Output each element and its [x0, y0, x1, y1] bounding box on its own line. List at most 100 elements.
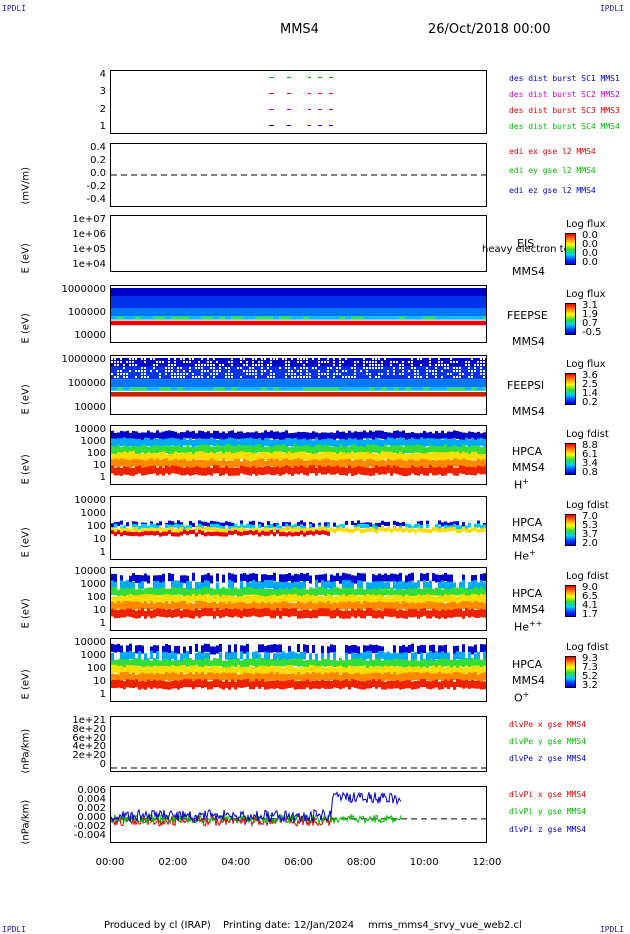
spectrogram-cell — [228, 444, 231, 453]
spectrogram-cell — [297, 610, 300, 619]
spectrogram-cell — [165, 430, 168, 439]
spectrogram-cell — [291, 651, 294, 660]
spectrogram-cell — [414, 582, 417, 591]
spectrogram-cell — [120, 652, 123, 661]
spectrogram-cell — [450, 431, 453, 440]
spectrogram-cell — [120, 645, 123, 654]
spectrogram-cell — [465, 460, 468, 469]
spectrogram-cell — [456, 672, 459, 681]
spectrogram-cell — [471, 608, 474, 617]
spectrogram-cell — [315, 596, 318, 605]
spectrogram-cell — [429, 658, 432, 667]
spectrogram-cell — [288, 582, 291, 591]
spectrogram-cell — [237, 674, 240, 683]
spectrogram-cell — [471, 451, 474, 460]
plot-panel-6 — [110, 425, 487, 485]
spectrogram-cell — [444, 679, 447, 688]
speck — [327, 373, 329, 375]
spectrogram-cell — [264, 665, 267, 674]
spectrogram-cell — [462, 522, 465, 527]
spectrogram-cell — [384, 460, 387, 469]
speck — [378, 367, 380, 369]
spectrogram-cell — [114, 446, 117, 455]
spectrogram-cell — [390, 601, 393, 610]
spectrogram-cell — [393, 608, 396, 617]
spectrogram-cell — [132, 451, 135, 460]
spectrogram-cell — [285, 452, 288, 461]
spectrogram-cell — [294, 573, 297, 582]
spectrogram-cell — [258, 532, 261, 537]
spectrogram-cell — [228, 460, 231, 469]
spectrogram-cell — [453, 659, 456, 668]
spectrogram-cell — [438, 681, 441, 690]
spectrogram-cell — [216, 672, 219, 681]
spectrogram-cell — [288, 609, 291, 618]
spectrogram-cell — [144, 460, 147, 469]
spectrogram-cell — [243, 459, 246, 468]
spectrogram-cell — [297, 522, 300, 527]
spectrogram-cell — [357, 526, 360, 531]
spectrogram-cell — [159, 575, 162, 584]
spectrogram-cell — [192, 588, 195, 597]
spectrogram-cell — [225, 433, 228, 442]
spectrogram-cell — [423, 667, 426, 676]
spectrogram-cell — [354, 673, 357, 682]
spectrogram-cell — [417, 586, 420, 595]
spectrogram-cell — [207, 466, 210, 475]
spectrogram-cell — [165, 454, 168, 463]
spectrogram-cell — [432, 644, 435, 653]
spectrogram-cell — [309, 673, 312, 682]
spectrogram-cell — [159, 521, 162, 526]
spectrogram-cell — [480, 593, 483, 602]
spectrogram-cell — [237, 431, 240, 440]
spectrogram-cell — [150, 646, 153, 655]
spectrogram-cell — [282, 607, 285, 616]
spectrogram-cell — [342, 680, 345, 689]
spectrogram-cell — [354, 666, 357, 675]
spectrogram-cell — [159, 438, 162, 447]
spectrogram-cell — [165, 528, 168, 533]
spectrogram-cell — [447, 431, 450, 440]
spectrogram-cell — [240, 645, 243, 654]
spectrogram-cell — [222, 532, 225, 537]
spectrogram-cell — [348, 610, 351, 619]
spectrogram-cell — [141, 459, 144, 468]
instrument-label: FEEPSI — [507, 379, 545, 392]
spectrogram-cell — [348, 574, 351, 583]
spectrogram-cell — [450, 609, 453, 618]
spectrogram-cell — [399, 437, 402, 446]
spectrogram-cell — [246, 651, 249, 660]
spectrogram-cell — [396, 674, 399, 683]
spectrogram-cell — [294, 674, 297, 683]
spectrogram-cell — [351, 582, 354, 591]
spectrogram-cell — [363, 523, 366, 528]
spectrogram-cell — [111, 530, 114, 535]
speck — [402, 367, 404, 369]
spectrogram-cell — [228, 521, 231, 527]
speck — [297, 376, 299, 378]
colorbar-tick: 0.0 — [582, 239, 598, 250]
spectrogram-cell — [288, 645, 291, 654]
spectrogram-cell — [438, 596, 441, 605]
y-axis-label: E (eV) — [20, 242, 32, 273]
spectrogram-cell — [300, 674, 303, 683]
spectrogram-cell — [180, 531, 183, 536]
spectrogram-cell — [249, 595, 252, 604]
speck — [228, 373, 230, 375]
colorbar-title: Log fdist — [566, 642, 609, 653]
spectrogram-cell — [165, 601, 168, 610]
spectrogram-cell — [291, 532, 294, 537]
spectrogram-cell — [435, 610, 438, 619]
spectrogram-cell — [198, 467, 201, 476]
spectrogram-cell — [390, 437, 393, 446]
spectrogram-cell — [201, 459, 204, 468]
spectrogram-cell — [225, 444, 228, 453]
spectrogram-cell — [348, 645, 351, 654]
speck — [363, 361, 365, 363]
spectrogram-cell — [279, 581, 282, 590]
spectrogram-cell — [270, 579, 273, 589]
spectrogram-cell — [318, 453, 321, 462]
spectrogram-cell — [339, 526, 342, 531]
spectrogram-cell — [477, 438, 480, 447]
spectrogram-cell — [129, 650, 132, 659]
